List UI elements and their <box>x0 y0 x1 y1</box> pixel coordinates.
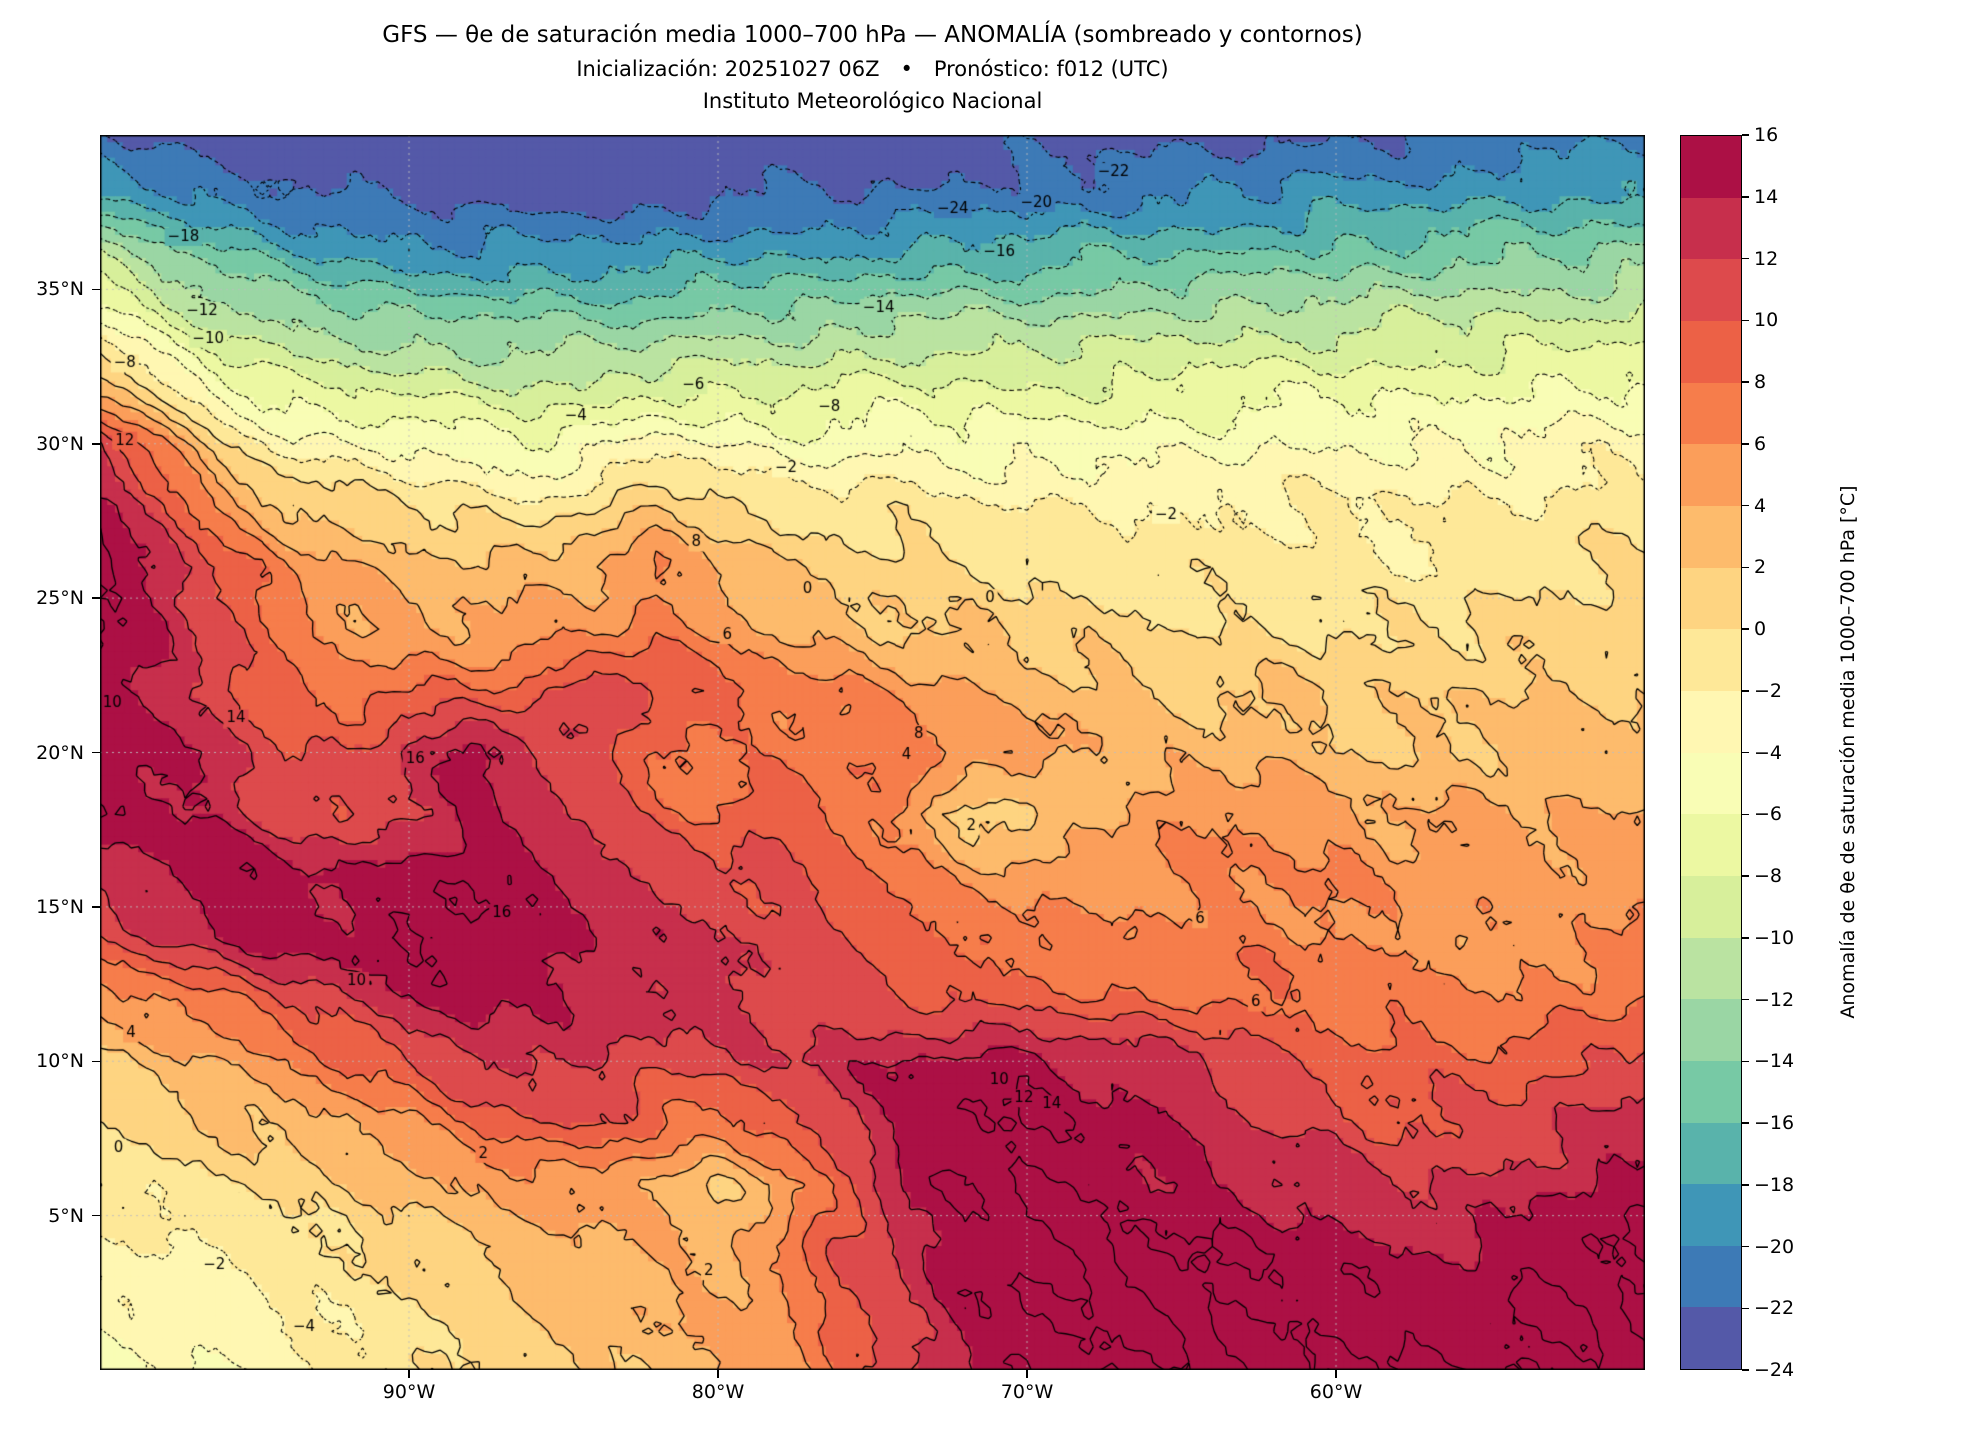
colorbar-tick-label: 4 <box>1754 494 1767 517</box>
colorbar-segment <box>1681 875 1741 938</box>
colorbar-segment <box>1681 1184 1741 1246</box>
colorbar-tick-mark <box>1742 566 1749 568</box>
colorbar-tick-mark <box>1742 504 1749 507</box>
colorbar-segment <box>1681 567 1741 630</box>
colorbar-label: Anomalía de θe de saturación media 1000–… <box>1837 485 1859 1019</box>
colorbar-tick-mark <box>1742 628 1749 630</box>
colorbar-tick-label: −6 <box>1754 803 1783 826</box>
colorbar-tick-mark <box>1742 443 1749 445</box>
colorbar-tick-label: −22 <box>1754 1297 1795 1320</box>
colorbar-tick-mark <box>1742 875 1749 877</box>
colorbar-tick-label: 2 <box>1754 556 1767 579</box>
colorbar-tick-label: −4 <box>1754 741 1783 764</box>
lat-tick-mark <box>92 597 100 599</box>
lat-tick-label: 15°N <box>36 895 84 918</box>
colorbar-segment <box>1681 1122 1741 1185</box>
lat-tick-label: 25°N <box>36 587 84 610</box>
colorbar-tick-mark <box>1742 1184 1749 1186</box>
colorbar-segment <box>1681 382 1741 445</box>
lon-tick-label: 80°W <box>691 1381 745 1403</box>
colorbar-segment <box>1681 629 1741 691</box>
lon-tick-label: 70°W <box>1000 1381 1054 1403</box>
colorbar-tick-mark <box>1742 196 1749 198</box>
colorbar-segment <box>1681 999 1741 1061</box>
colorbar <box>1680 135 1742 1370</box>
colorbar-segment <box>1681 814 1741 876</box>
lat-tick-mark <box>92 1214 100 1217</box>
lat-tick-mark <box>92 1060 100 1062</box>
colorbar-tick-label: −20 <box>1754 1235 1795 1258</box>
colorbar-tick-mark <box>1742 1307 1749 1309</box>
lat-tick-label: 5°N <box>48 1204 84 1227</box>
figure-institution: Instituto Meteorológico Nacional <box>702 89 1043 113</box>
colorbar-tick-mark <box>1742 998 1749 1001</box>
colorbar-segment <box>1681 1245 1741 1308</box>
colorbar-tick-label: −12 <box>1754 988 1795 1011</box>
colorbar-tick-mark <box>1742 134 1749 136</box>
colorbar-segment <box>1681 197 1741 260</box>
colorbar-tick-mark <box>1742 1122 1749 1124</box>
lon-tick-mark <box>1335 1370 1337 1378</box>
colorbar-segment <box>1681 1060 1741 1123</box>
colorbar-tick-mark <box>1742 257 1749 260</box>
colorbar-tick-mark <box>1742 937 1749 939</box>
lat-tick-label: 10°N <box>36 1050 84 1073</box>
lat-tick-mark <box>92 288 100 291</box>
colorbar-segment <box>1681 1307 1741 1370</box>
colorbar-tick-label: −18 <box>1754 1173 1795 1196</box>
colorbar-segment <box>1681 136 1741 198</box>
colorbar-tick-label: −24 <box>1754 1359 1795 1381</box>
lat-tick-mark <box>92 906 100 908</box>
colorbar-tick-label: 16 <box>1754 124 1779 146</box>
lat-tick-label: 30°N <box>36 432 84 455</box>
lat-tick-mark <box>92 751 100 754</box>
figure-subtitle: Inicialización: 20251027 06Z • Pronóstic… <box>576 57 1169 81</box>
figure-title: GFS — θe de saturación media 1000–700 hP… <box>382 22 1363 48</box>
colorbar-tick-mark <box>1742 813 1749 815</box>
colorbar-segment <box>1681 259 1741 321</box>
lat-tick-label: 35°N <box>36 278 84 301</box>
lon-tick-mark <box>717 1370 719 1378</box>
lon-tick-label: 60°W <box>1309 1381 1363 1403</box>
colorbar-tick-label: −10 <box>1754 926 1795 949</box>
colorbar-segment <box>1681 937 1741 1000</box>
colorbar-tick-mark <box>1742 690 1749 692</box>
colorbar-tick-label: 8 <box>1754 371 1767 393</box>
lon-tick-mark <box>408 1370 410 1378</box>
colorbar-segment <box>1681 690 1741 753</box>
anomaly-map <box>100 135 1645 1370</box>
colorbar-segment <box>1681 505 1741 568</box>
lat-tick-mark <box>92 443 100 445</box>
colorbar-tick-mark <box>1742 381 1749 383</box>
colorbar-tick-mark <box>1742 1060 1749 1062</box>
colorbar-tick-label: 12 <box>1754 247 1779 270</box>
colorbar-tick-label: 6 <box>1754 432 1767 455</box>
lat-tick-label: 20°N <box>36 741 84 764</box>
colorbar-tick-label: 14 <box>1754 185 1779 208</box>
colorbar-tick-mark <box>1742 751 1749 754</box>
lon-tick-mark <box>1026 1370 1028 1378</box>
colorbar-tick-label: −16 <box>1754 1112 1795 1134</box>
colorbar-segment <box>1681 752 1741 815</box>
colorbar-tick-label: −14 <box>1754 1050 1795 1073</box>
colorbar-segment <box>1681 444 1741 506</box>
colorbar-tick-label: −2 <box>1754 679 1783 702</box>
colorbar-tick-mark <box>1742 1369 1749 1371</box>
colorbar-segment <box>1681 320 1741 383</box>
lon-tick-label: 90°W <box>382 1381 436 1403</box>
colorbar-tick-label: 10 <box>1754 309 1779 332</box>
colorbar-tick-label: −8 <box>1754 865 1783 887</box>
colorbar-tick-mark <box>1742 319 1749 321</box>
colorbar-tick-label: 0 <box>1754 618 1767 640</box>
colorbar-tick-mark <box>1742 1245 1749 1248</box>
